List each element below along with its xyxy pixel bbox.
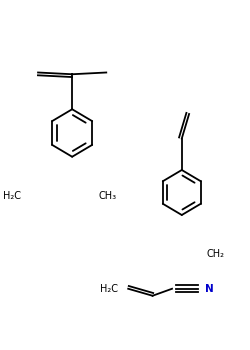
Text: CH₂: CH₂	[206, 249, 224, 259]
Text: H₂C: H₂C	[3, 191, 21, 201]
Text: CH₃: CH₃	[99, 191, 117, 201]
Text: H₂C: H₂C	[100, 284, 118, 294]
Text: N: N	[205, 284, 214, 294]
